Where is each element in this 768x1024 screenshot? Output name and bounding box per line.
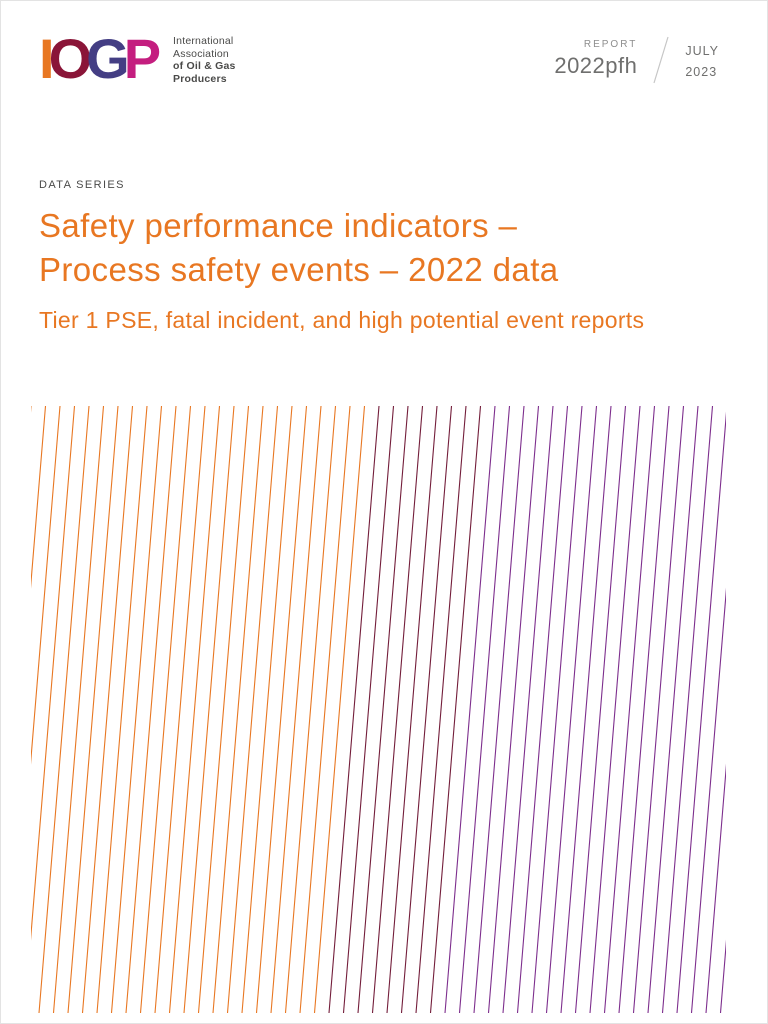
report-date: JULY 2023 xyxy=(685,39,719,83)
logo-letter-i: I xyxy=(39,27,54,90)
report-label: REPORT xyxy=(583,39,638,50)
report-title-line-1: Safety performance indicators – xyxy=(39,207,518,244)
report-title-line-2: Process safety events – 2022 data xyxy=(39,251,559,288)
report-year: 2023 xyxy=(685,65,718,79)
series-label: DATA SERIES xyxy=(39,179,125,191)
org-name-line: Producers xyxy=(173,72,227,85)
report-id-block: REPORT 2022pfh xyxy=(554,39,637,79)
cover-text: DATA SERIES Safety performance indicator… xyxy=(39,179,727,334)
org-name: International Association of Oil & Gas P… xyxy=(173,29,236,85)
report-title: Safety performance indicators – Process … xyxy=(39,204,727,292)
logo-letter-g: G xyxy=(86,27,129,90)
org-name-line: International xyxy=(173,35,234,47)
org-name-line: Association xyxy=(173,47,229,60)
report-meta: REPORT 2022pfh JULY 2023 xyxy=(554,29,719,85)
org-name-line: of Oil & Gas xyxy=(173,60,236,72)
iogp-logo-letters: I O G P xyxy=(39,29,173,89)
report-number: 2022pfh xyxy=(554,53,638,78)
logo-letter-p: P xyxy=(123,27,161,90)
iogp-logo: I O G P International Association of Oil… xyxy=(39,29,236,89)
logo-letter-o: O xyxy=(48,27,92,90)
report-subtitle: Tier 1 PSE, fatal incident, and high pot… xyxy=(39,307,645,333)
header: I O G P International Association of Oil… xyxy=(39,29,719,89)
slash-divider-icon xyxy=(653,36,669,84)
report-month: JULY xyxy=(685,44,719,58)
